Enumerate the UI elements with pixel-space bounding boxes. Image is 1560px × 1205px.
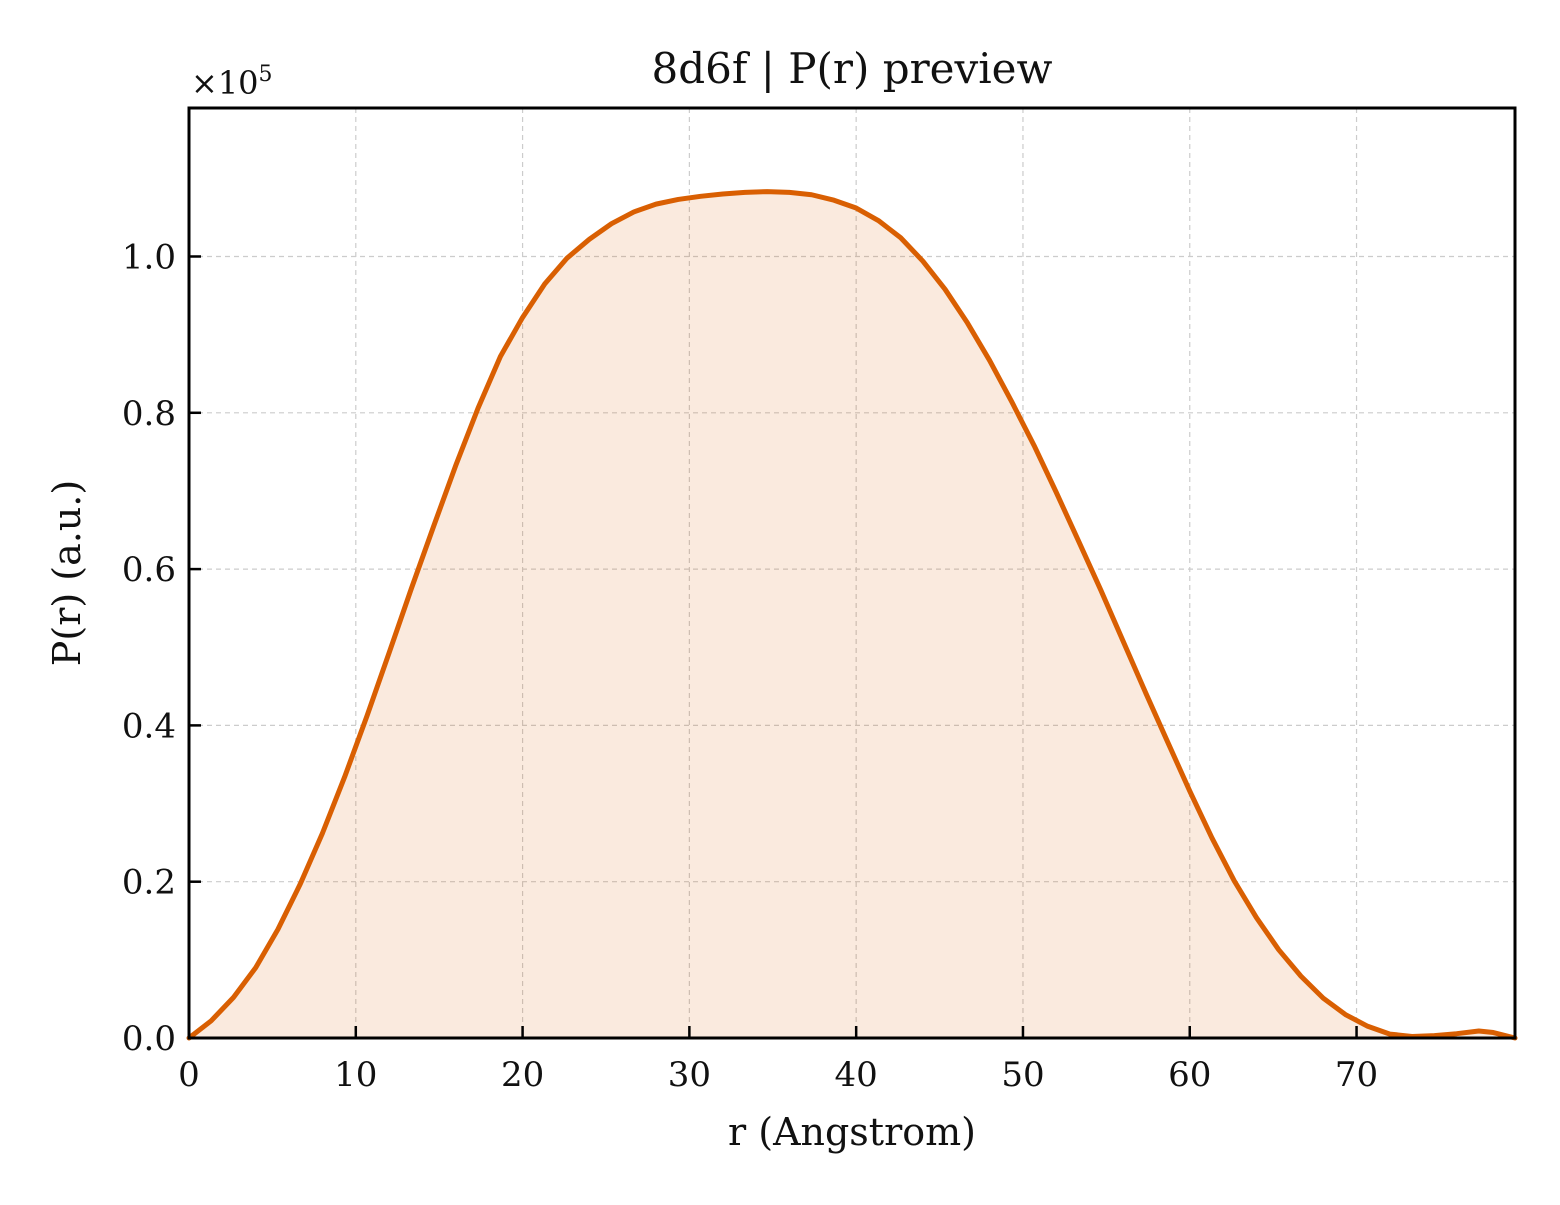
y-tick-label-5: 1.0 <box>122 237 176 277</box>
y-offset-base: ×10 <box>191 64 259 102</box>
y-tick-label-0: 0.0 <box>122 1019 176 1059</box>
x-tick-label-3: 30 <box>668 1055 711 1095</box>
y-tick-label-3: 0.6 <box>122 550 176 590</box>
chart-title: 8d6f | P(r) preview <box>652 44 1053 93</box>
grid-layer <box>189 108 1515 1038</box>
series-line-0 <box>186 189 1518 1041</box>
plot-frame <box>187 106 1517 1040</box>
y-tick-label-1: 0.2 <box>122 863 176 903</box>
y-offset-label: ×105 <box>191 62 273 102</box>
x-axis-label: r (Angstrom) <box>728 1110 976 1154</box>
y-offset-exponent: 5 <box>259 62 273 87</box>
label-layer: 8d6f | P(r) preview r (Angstrom) P(r) (a… <box>45 44 1053 1154</box>
y-tick-label-2: 0.4 <box>122 706 176 746</box>
tick-layer: 0 10 20 30 40 50 60 70 0.0 0.2 0.4 0.6 0.8 1.0 <box>122 237 1378 1095</box>
y-tick-label-4: 0.8 <box>122 394 176 434</box>
x-tick-label-7: 70 <box>1335 1055 1378 1095</box>
x-tick-label-6: 60 <box>1168 1055 1211 1095</box>
y-axis-label: P(r) (a.u.) <box>45 480 89 666</box>
x-tick-label-5: 50 <box>1001 1055 1044 1095</box>
data-layer <box>186 189 1518 1041</box>
x-tick-label-2: 20 <box>501 1055 544 1095</box>
series-area-0 <box>189 191 1515 1038</box>
x-tick-label-1: 10 <box>334 1055 377 1095</box>
x-tick-label-4: 40 <box>835 1055 878 1095</box>
x-tick-label-0: 0 <box>178 1055 200 1095</box>
